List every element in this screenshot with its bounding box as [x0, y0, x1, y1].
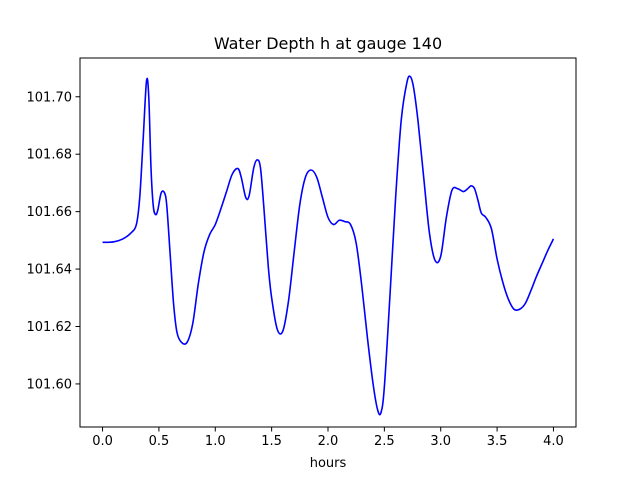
x-axis-label: hours — [310, 456, 347, 471]
x-tick-label: 4.0 — [543, 434, 564, 449]
y-axis: 101.60 101.62 101.64 101.66 101.68 101.70 — [27, 90, 80, 392]
y-tick-label: 101.60 — [27, 377, 73, 392]
x-tick-label: 1.5 — [261, 434, 282, 449]
y-tick-label: 101.64 — [27, 263, 73, 278]
y-tick-label: 101.68 — [27, 148, 73, 163]
x-tick-label: 2.0 — [318, 434, 339, 449]
x-tick-label: 1.0 — [205, 434, 226, 449]
x-tick-label: 3.5 — [487, 434, 508, 449]
y-tick-label: 101.70 — [27, 90, 73, 105]
chart-title: Water Depth h at gauge 140 — [214, 34, 442, 53]
x-tick-label: 3.0 — [430, 434, 451, 449]
y-tick-label: 101.62 — [27, 320, 73, 335]
series-line-0 — [102, 75, 555, 416]
series-layer — [102, 75, 555, 416]
x-axis: 0.0 0.5 1.0 1.5 2.0 2.5 3.0 3.5 4.0 — [92, 427, 564, 449]
x-tick-label: 0.0 — [92, 434, 113, 449]
x-tick-label: 0.5 — [149, 434, 170, 449]
y-tick-label: 101.66 — [27, 205, 73, 220]
x-tick-label: 2.5 — [374, 434, 395, 449]
